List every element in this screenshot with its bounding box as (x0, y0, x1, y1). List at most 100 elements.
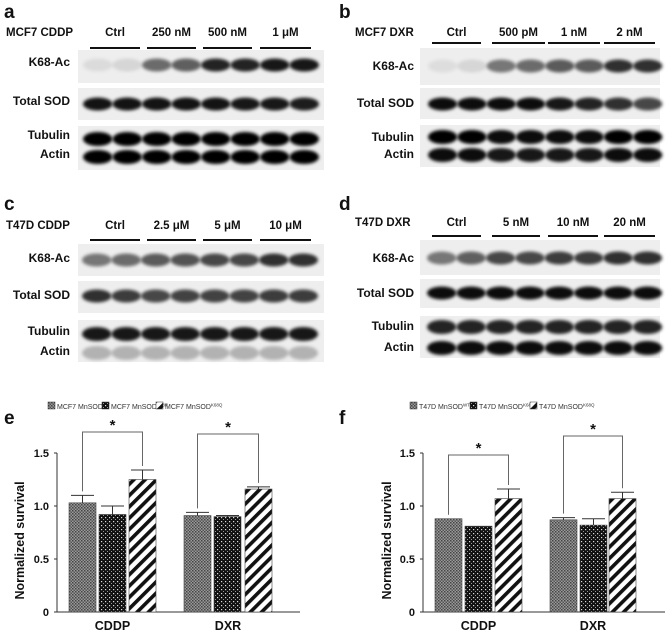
treatment-group-label: 5 nM (503, 217, 529, 229)
blot-band (574, 286, 604, 300)
blot-band (171, 58, 201, 72)
blot-band (603, 341, 633, 355)
blot-row-label: K68-Ac (29, 55, 71, 69)
blot-band (141, 346, 171, 360)
legend-entry: T47D MnSODK68Q (539, 403, 595, 412)
blot-band (229, 346, 259, 360)
blot-band (457, 130, 487, 144)
blot-band (83, 97, 113, 111)
blot-band (428, 59, 458, 73)
legend-swatch (409, 401, 418, 410)
blot-band (142, 97, 172, 111)
y-tick-label: 1.5 (400, 448, 415, 460)
blot-band (112, 132, 142, 146)
blot-panel-c: c T47D CDDP Ctrl 2.5 μM 5 μM 10 μM K68-Ac Total… (4, 194, 324, 362)
blot-band (230, 97, 260, 111)
bar (464, 525, 493, 613)
treatment-group-label: 2.5 μM (154, 220, 190, 232)
blot-band (603, 286, 633, 300)
blot-band (515, 251, 545, 265)
blot-band (288, 346, 318, 360)
blot-band (112, 97, 142, 111)
treatment-group-label: 1 μM (272, 27, 298, 39)
bar (213, 516, 242, 613)
blot-band (545, 59, 575, 73)
blot-band (171, 150, 201, 164)
blot-band (200, 327, 230, 341)
blot-row-label: Total SOD (357, 286, 414, 300)
blot-row-label: Tubulin (28, 128, 70, 142)
panel-label: a (4, 2, 15, 23)
significance-bracket (563, 435, 623, 514)
blot-band (427, 286, 457, 300)
blot-band (574, 251, 604, 265)
blot-row-label: K68-Ac (373, 251, 415, 265)
treatment-group-label: 10 μM (269, 220, 302, 232)
blot-band (515, 148, 546, 162)
blot-band (170, 289, 200, 303)
blot-band (427, 320, 457, 334)
blot-band (112, 150, 142, 164)
bar (549, 519, 578, 613)
blot-band (485, 341, 516, 355)
bar (244, 488, 273, 613)
y-tick-label: 0 (409, 607, 415, 619)
treatment-group-label: Ctrl (447, 27, 467, 39)
blot-band (515, 97, 546, 111)
blot-row-label: K68-Ac (29, 251, 71, 265)
blot-band (259, 327, 289, 341)
blot-band (201, 150, 231, 164)
legend-swatch (529, 401, 538, 410)
blot-band (260, 97, 290, 111)
y-tick-label: 0 (43, 607, 49, 619)
blot-band (259, 346, 289, 360)
legend-swatch (155, 401, 164, 410)
x-category-label: CDDP (95, 619, 130, 633)
blot-band (83, 150, 113, 164)
blot-band (289, 97, 319, 111)
blot-band (260, 58, 290, 72)
y-tick-label: 1.0 (400, 501, 415, 513)
blot-band (486, 130, 516, 144)
blot-band (428, 148, 458, 162)
y-tick-label: 1.5 (34, 448, 49, 460)
x-category-label: DXR (580, 619, 606, 633)
blot-band (288, 253, 318, 267)
treatment-group-label: 500 pM (499, 27, 538, 39)
treatment-group-label: 5 μM (214, 220, 240, 232)
blot-band (259, 253, 289, 267)
significance-star: * (225, 419, 231, 436)
blot-title: MCF7 DXR (355, 27, 414, 39)
blot-band (170, 327, 200, 341)
blot-band (603, 59, 634, 73)
blot-row-label: Total SOD (13, 288, 70, 302)
blot-row-label: Tubulin (372, 130, 414, 144)
blot-band (515, 341, 545, 355)
blot-band (633, 130, 663, 144)
blot-band (515, 286, 545, 300)
bar (434, 518, 463, 613)
blot-band (603, 320, 633, 334)
blot-band (633, 59, 663, 73)
blot-band (456, 251, 486, 265)
blot-band (427, 251, 457, 265)
blot-band (427, 341, 457, 355)
blot-band (82, 253, 112, 267)
blot-band (574, 59, 604, 73)
significance-star: * (590, 421, 596, 438)
blot-band (229, 289, 259, 303)
blot-band (111, 253, 141, 267)
panel-label: d (339, 194, 351, 215)
y-tick-label: 1.0 (34, 501, 49, 513)
blot-band (544, 320, 574, 334)
blot-band (82, 327, 112, 341)
blot-band (141, 289, 171, 303)
blot-band (112, 58, 142, 72)
blot-band (171, 97, 201, 111)
legend-swatch (101, 401, 110, 410)
blot-band (142, 150, 172, 164)
significance-bracket (82, 431, 143, 492)
blot-row-label: Actin (384, 147, 414, 161)
blot-band (515, 320, 545, 334)
